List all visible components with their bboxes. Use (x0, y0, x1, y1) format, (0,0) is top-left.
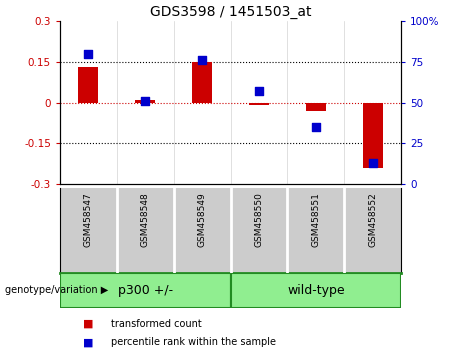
Bar (306, 103, 326, 111)
Bar (135, 100, 155, 103)
Bar (60, 273, 230, 308)
Point (142, 98, 149, 104)
Text: GSM458548: GSM458548 (141, 192, 150, 247)
Point (312, 124, 319, 130)
Bar (192, 62, 212, 103)
Point (369, 160, 376, 166)
Text: GSM458547: GSM458547 (84, 192, 93, 247)
Title: GDS3598 / 1451503_at: GDS3598 / 1451503_at (150, 5, 311, 19)
Bar (363, 103, 383, 168)
Text: GSM458549: GSM458549 (198, 192, 207, 247)
Point (85, 51, 92, 57)
Text: transformed count: transformed count (111, 319, 201, 329)
Point (255, 88, 263, 94)
Text: percentile rank within the sample: percentile rank within the sample (111, 337, 276, 348)
Point (198, 57, 206, 63)
Text: wild-type: wild-type (287, 284, 344, 297)
Text: GSM458550: GSM458550 (254, 192, 263, 247)
Text: GSM458551: GSM458551 (311, 192, 320, 247)
Text: genotype/variation ▶: genotype/variation ▶ (5, 285, 108, 295)
Bar (78, 67, 98, 103)
Bar (249, 103, 269, 105)
Text: ■: ■ (83, 337, 94, 348)
Text: GSM458552: GSM458552 (368, 192, 377, 247)
Text: ■: ■ (83, 319, 94, 329)
Text: p300 +/-: p300 +/- (118, 284, 173, 297)
Bar (230, 273, 401, 308)
